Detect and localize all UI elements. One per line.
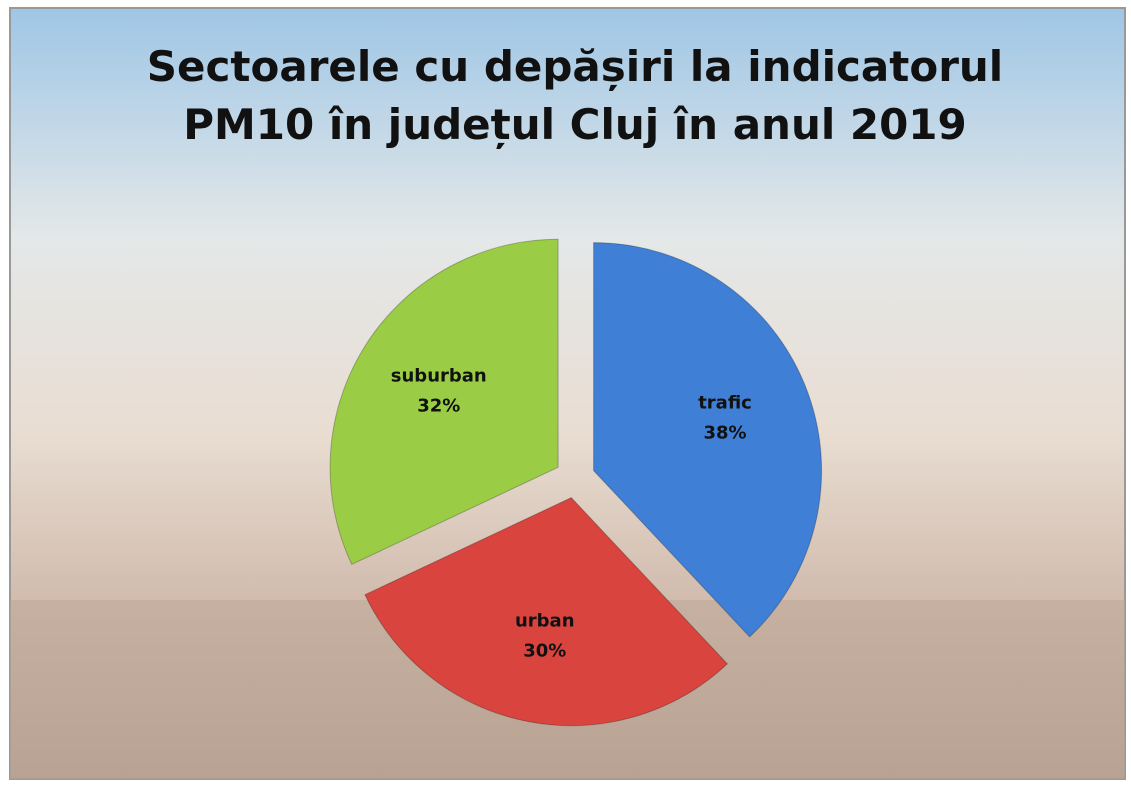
slice-value-label: 38% <box>703 423 746 444</box>
slice-category-label: urban <box>515 611 575 632</box>
slice-category-label: trafic <box>698 393 752 414</box>
slice-value-label: 30% <box>523 641 566 662</box>
slice-value-label: 32% <box>417 396 460 417</box>
slice-category-label: suburban <box>391 366 487 387</box>
page: trafic 38% urban 30% suburban 32% Sectoarele … <box>0 0 1131 785</box>
chart-title: Sectoarele cu depășiri la indicatorul PM… <box>100 38 1050 154</box>
